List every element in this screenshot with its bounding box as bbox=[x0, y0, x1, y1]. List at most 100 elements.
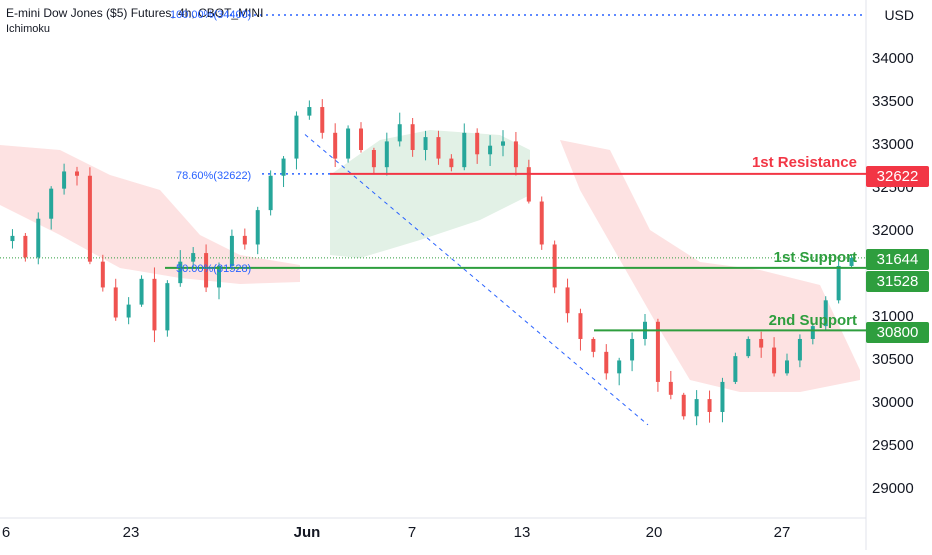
candle-down bbox=[475, 132, 480, 155]
fib-786-label: 78.60%(32622) bbox=[176, 170, 252, 182]
candle-up bbox=[785, 360, 789, 374]
candle-up bbox=[384, 141, 389, 168]
candle-down bbox=[655, 321, 660, 382]
x-tick: 6 bbox=[1, 524, 11, 541]
x-tick: 23 bbox=[122, 524, 140, 541]
y-tick: 32000 bbox=[872, 222, 914, 239]
candle-down bbox=[539, 201, 544, 245]
candle-up bbox=[797, 338, 802, 361]
candle-down bbox=[681, 394, 686, 417]
candle-up bbox=[630, 338, 635, 361]
x-tick: 13 bbox=[513, 524, 531, 541]
candle-up bbox=[307, 107, 312, 116]
candle-up bbox=[488, 145, 493, 155]
candle-up bbox=[294, 115, 299, 159]
candle-up bbox=[823, 300, 828, 327]
resistance-1-label: 1st Resistance bbox=[751, 154, 857, 171]
y-tick: 29500 bbox=[872, 437, 914, 454]
x-tick: 27 bbox=[773, 524, 791, 541]
candle-up bbox=[849, 257, 854, 266]
candle-up bbox=[268, 175, 273, 211]
candle-down bbox=[204, 253, 209, 288]
candle-down bbox=[100, 261, 105, 288]
candle-down bbox=[242, 235, 247, 245]
currency-label: USD bbox=[884, 7, 914, 23]
candle-down bbox=[668, 381, 673, 395]
candle-down bbox=[87, 175, 92, 262]
candle-up bbox=[191, 253, 196, 262]
support-1-label: 1st Support bbox=[773, 249, 857, 266]
candle-down bbox=[371, 149, 376, 168]
candle-up bbox=[733, 356, 738, 382]
candle-up bbox=[746, 338, 751, 357]
candle-up bbox=[397, 124, 402, 142]
ichimoku-cloud-bearish-right bbox=[560, 140, 860, 392]
indicator-label: Ichimoku bbox=[6, 23, 51, 35]
candle-up bbox=[139, 278, 144, 305]
candle-up bbox=[694, 399, 699, 417]
support-1-price-tag: 31528 bbox=[866, 271, 929, 292]
fib-500-label: 50.00%(31528) bbox=[176, 263, 252, 275]
candle-up bbox=[617, 360, 622, 374]
candle-up bbox=[49, 188, 54, 219]
support-2-price-tag: 30800 bbox=[866, 322, 929, 343]
y-tick: 33500 bbox=[872, 93, 914, 110]
ichimoku-cloud-bearish bbox=[0, 145, 300, 284]
y-tick: 29000 bbox=[872, 480, 914, 497]
candle-up bbox=[62, 171, 67, 189]
candle-down bbox=[591, 338, 596, 352]
candle-up bbox=[126, 304, 131, 318]
candle-down bbox=[333, 132, 338, 159]
candle-down bbox=[23, 235, 28, 258]
candle-up bbox=[229, 235, 234, 266]
candle-up bbox=[217, 265, 221, 288]
candle-up bbox=[462, 132, 467, 168]
candle-down bbox=[410, 124, 415, 150]
candle-up bbox=[810, 326, 815, 339]
candle-up bbox=[10, 235, 15, 242]
candle-down bbox=[772, 347, 777, 374]
candle-down bbox=[152, 278, 157, 331]
candle-down bbox=[75, 171, 79, 176]
candle-down bbox=[449, 158, 454, 168]
support-2-label: 2nd Support bbox=[768, 312, 857, 329]
resistance-1-price-tag: 32622 bbox=[866, 166, 929, 187]
x-tick: 7 bbox=[407, 524, 417, 541]
y-tick: 34000 bbox=[872, 50, 914, 67]
candle-up bbox=[165, 283, 170, 331]
fib-trendline bbox=[304, 134, 649, 426]
candle-up bbox=[178, 261, 183, 284]
candle-down bbox=[565, 287, 570, 314]
candle-up bbox=[501, 141, 505, 146]
y-tick: 30000 bbox=[872, 394, 914, 411]
candle-down bbox=[578, 313, 583, 339]
candle-down bbox=[113, 287, 118, 318]
current-price-tag: 31644 bbox=[866, 249, 929, 270]
candle-up bbox=[720, 381, 725, 412]
y-tick: 31000 bbox=[872, 308, 914, 325]
candle-up bbox=[836, 265, 841, 301]
candle-down bbox=[707, 399, 712, 412]
chart-title: E-mini Dow Jones ($5) Futures, 4h, CBOT_… bbox=[6, 6, 264, 20]
candle-down bbox=[604, 351, 609, 374]
y-tick: 33000 bbox=[872, 136, 914, 153]
candle-down bbox=[759, 338, 764, 348]
candle-up bbox=[36, 218, 41, 258]
y-tick: 30500 bbox=[872, 351, 914, 368]
candle-up bbox=[346, 128, 351, 159]
fib-top-label: 100.00%(34400) bbox=[170, 9, 252, 21]
candle-down bbox=[320, 107, 325, 133]
candle-up bbox=[423, 137, 428, 150]
candle-up bbox=[255, 210, 260, 245]
candle-down bbox=[359, 128, 363, 150]
x-tick: 20 bbox=[645, 524, 663, 541]
ichimoku-cloud-bullish bbox=[330, 130, 530, 258]
candle-up bbox=[281, 158, 286, 176]
x-tick: Jun bbox=[293, 524, 321, 541]
candle-down bbox=[526, 167, 531, 202]
candle-down bbox=[552, 244, 557, 288]
candle-down bbox=[513, 141, 518, 168]
candle-down bbox=[436, 137, 441, 159]
